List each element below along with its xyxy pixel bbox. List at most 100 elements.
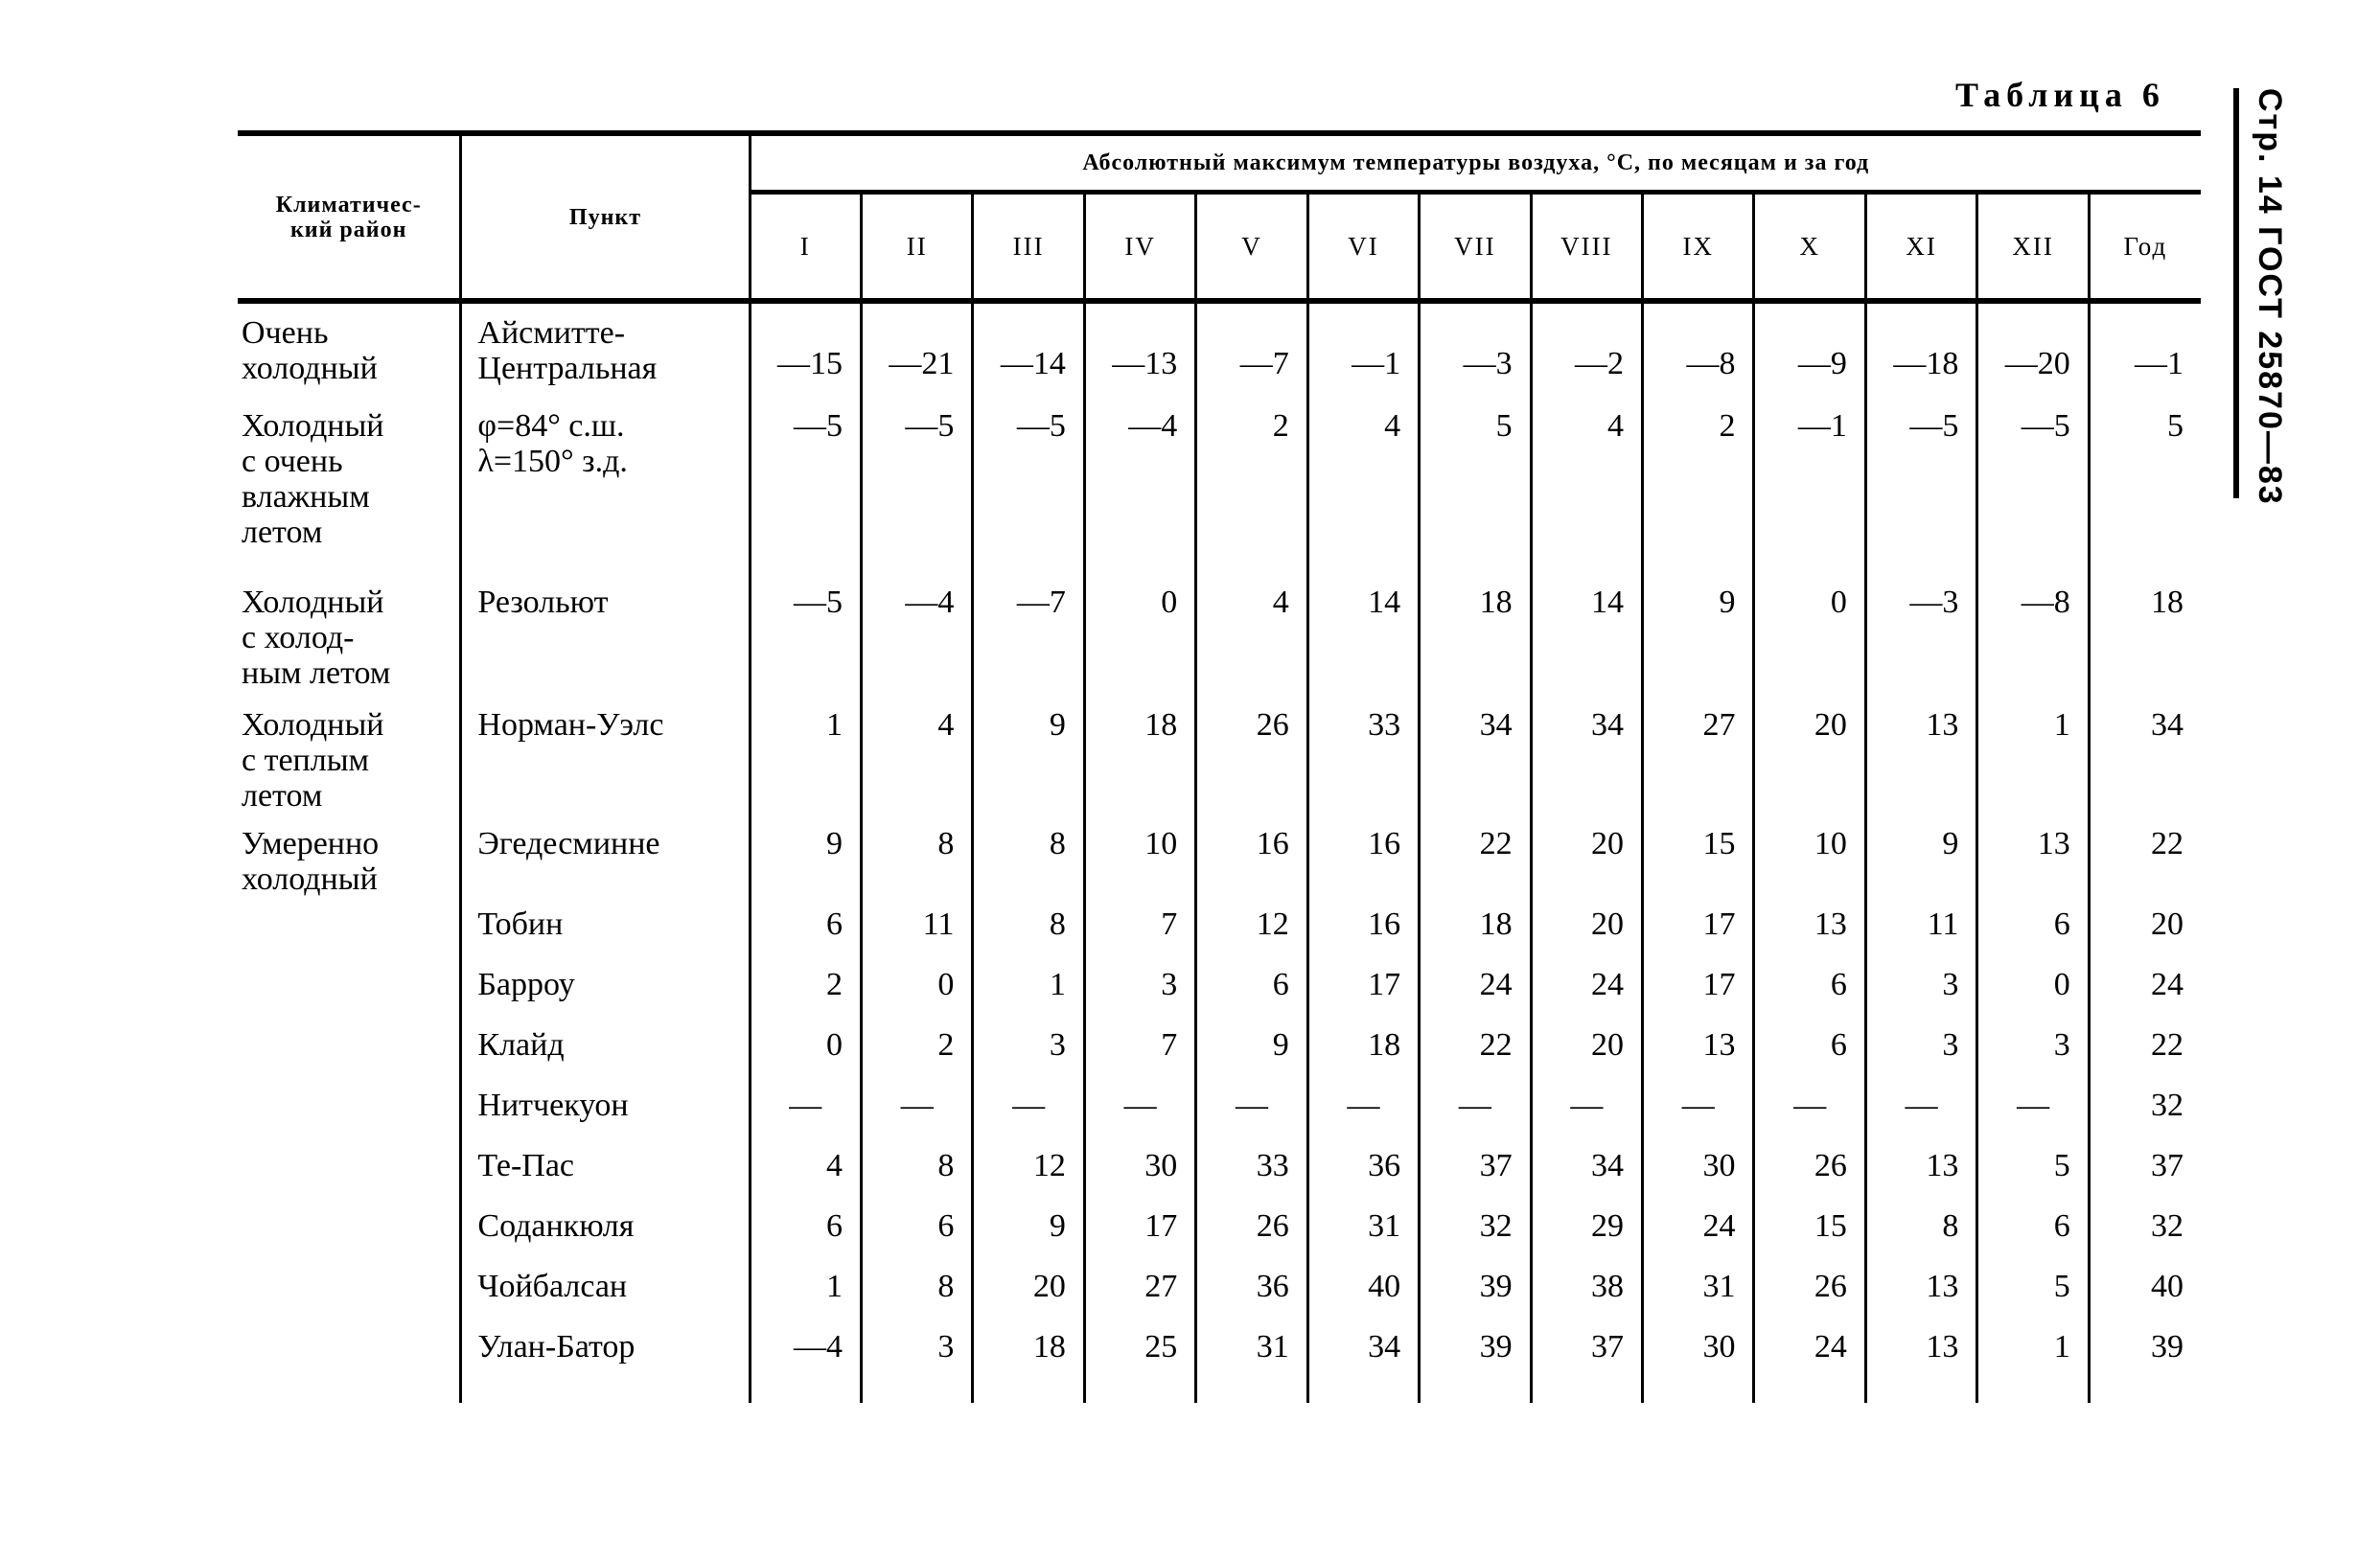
place-cell: Те-Пас: [459, 1138, 751, 1199]
value-cell: 4: [748, 1138, 862, 1199]
value-cell: 17: [1082, 1199, 1196, 1259]
value-cell: 16: [1306, 816, 1420, 897]
place-cell: Тобин: [459, 897, 751, 957]
value-cell: 12: [971, 1138, 1085, 1199]
value-cell: 20: [971, 1259, 1085, 1319]
value-cell: —5: [859, 401, 973, 562]
temperature-table: Климатичес- кий район Пункт Абсолютный м…: [238, 130, 2201, 1403]
value-cell: 2: [748, 957, 862, 1018]
value-cell: 18: [1418, 897, 1532, 957]
value-cell: 6: [748, 1199, 862, 1259]
table-row: Клайд 0 2 3 7 9 18 22 20 13 6 3 3 22: [238, 1018, 2201, 1078]
place-cell: Чойбалсан: [459, 1259, 751, 1319]
value-cell: 14: [1306, 562, 1420, 692]
value-cell: 39: [2087, 1319, 2201, 1380]
table-row: Улан-Батор —4 3 18 25 31 34 39 37 30 24 13 1 39: [238, 1319, 2201, 1380]
spacer-cell: [1976, 1380, 2090, 1403]
value-cell: 1: [748, 692, 862, 816]
value-cell: —: [1306, 1078, 1420, 1138]
page-header: Стр. 14 ГОСТ 25870—83: [2252, 88, 2288, 506]
value-cell: 15: [1641, 816, 1754, 897]
value-cell: 0: [1976, 957, 2090, 1018]
header-region: Климатичес- кий район: [238, 130, 461, 304]
header-month: XI: [1863, 190, 1977, 304]
header-month: I: [748, 190, 862, 304]
value-cell: 6: [859, 1199, 973, 1259]
place-cell: Соданкюля: [459, 1199, 751, 1259]
value-cell: 20: [2087, 897, 2201, 957]
region-cell: Умеренно холодный: [242, 826, 380, 897]
header-month: II: [859, 190, 973, 304]
value-cell: —8: [1641, 301, 1754, 401]
value-cell: 16: [1194, 816, 1308, 897]
value-cell: —4: [748, 1319, 862, 1380]
value-cell: 0: [859, 957, 973, 1018]
region-cell: [238, 957, 461, 1018]
value-cell: 2: [1194, 401, 1308, 562]
value-cell: —2: [1529, 301, 1643, 401]
table-row: Чойбалсан 1 8 20 27 36 40 39 38 31 26 13 5 40: [238, 1259, 2201, 1319]
spacer-cell: [1752, 1380, 1866, 1403]
value-cell: 2: [1641, 401, 1754, 562]
value-cell: —9: [1752, 301, 1866, 401]
value-cell: 31: [1641, 1259, 1754, 1319]
table-row: Холодный с холод- ным летом Резольют —5 —4—…: [238, 562, 2201, 692]
value-cell: 25: [1082, 1319, 1196, 1380]
value-cell: 24: [1418, 957, 1532, 1018]
value-cell: 37: [1529, 1319, 1643, 1380]
value-cell: 22: [1418, 816, 1532, 897]
value-cell: 38: [1529, 1259, 1643, 1319]
value-cell: 26: [1752, 1138, 1866, 1199]
value-cell: 20: [1752, 692, 1866, 816]
value-cell: 18: [1306, 1018, 1420, 1078]
value-cell: 7: [1082, 897, 1196, 957]
value-cell: 9: [971, 692, 1085, 816]
value-cell: 1: [1976, 692, 2090, 816]
value-cell: —3: [1418, 301, 1532, 401]
value-cell: —18: [1863, 301, 1977, 401]
place-cell: Нитчекуон: [459, 1078, 751, 1138]
value-cell: 24: [1752, 1319, 1866, 1380]
value-cell: —: [1976, 1078, 2090, 1138]
value-cell: 3: [1082, 957, 1196, 1018]
value-cell: 9: [1194, 1018, 1308, 1078]
value-cell: 6: [1752, 1018, 1866, 1078]
value-cell: —5: [1976, 401, 2090, 562]
value-cell: —5: [748, 401, 862, 562]
table-row: Барроу 2 0 1 3 6 17 24 24 17 6 3 0 24: [238, 957, 2201, 1018]
value-cell: 40: [2087, 1259, 2201, 1319]
value-cell: 17: [1306, 957, 1420, 1018]
spacer-cell: [1529, 1380, 1643, 1403]
value-cell: 4: [1306, 401, 1420, 562]
table-row: Холодный с теплым летом Норман-Уэлс 1 4 9 18 2…: [238, 692, 2201, 816]
value-cell: 9: [1641, 562, 1754, 692]
table-row: Очень холодный Айсмитте- Центральная —15 —2…: [238, 301, 2201, 401]
value-cell: 18: [2087, 562, 2201, 692]
value-cell: —15: [748, 301, 862, 401]
place-cell: Эгедесминне: [459, 816, 751, 897]
value-cell: —14: [971, 301, 1085, 401]
value-cell: 18: [1082, 692, 1196, 816]
region-cell: [238, 1259, 461, 1319]
value-cell: 13: [1863, 1138, 1977, 1199]
header-month: V: [1194, 190, 1308, 304]
value-cell: 8: [859, 816, 973, 897]
value-cell: 8: [859, 1138, 973, 1199]
region-cell: [238, 897, 461, 957]
value-cell: 34: [1529, 692, 1643, 816]
value-cell: 5: [1976, 1138, 2090, 1199]
header-month: XII: [1976, 190, 2090, 304]
value-cell: —: [748, 1078, 862, 1138]
spacer-cell: [2087, 1380, 2201, 1403]
value-cell: —20: [1976, 301, 2090, 401]
value-cell: 3: [1976, 1018, 2090, 1078]
spacer-cell: [1863, 1380, 1977, 1403]
header-month: III: [971, 190, 1085, 304]
value-cell: 6: [1194, 957, 1308, 1018]
place-cell: Резольют: [459, 562, 751, 692]
place-cell: Айсмитте- Центральная: [459, 301, 751, 401]
region-cell: [238, 1199, 461, 1259]
value-cell: 33: [1194, 1138, 1308, 1199]
value-cell: 3: [971, 1018, 1085, 1078]
value-cell: 16: [1306, 897, 1420, 957]
